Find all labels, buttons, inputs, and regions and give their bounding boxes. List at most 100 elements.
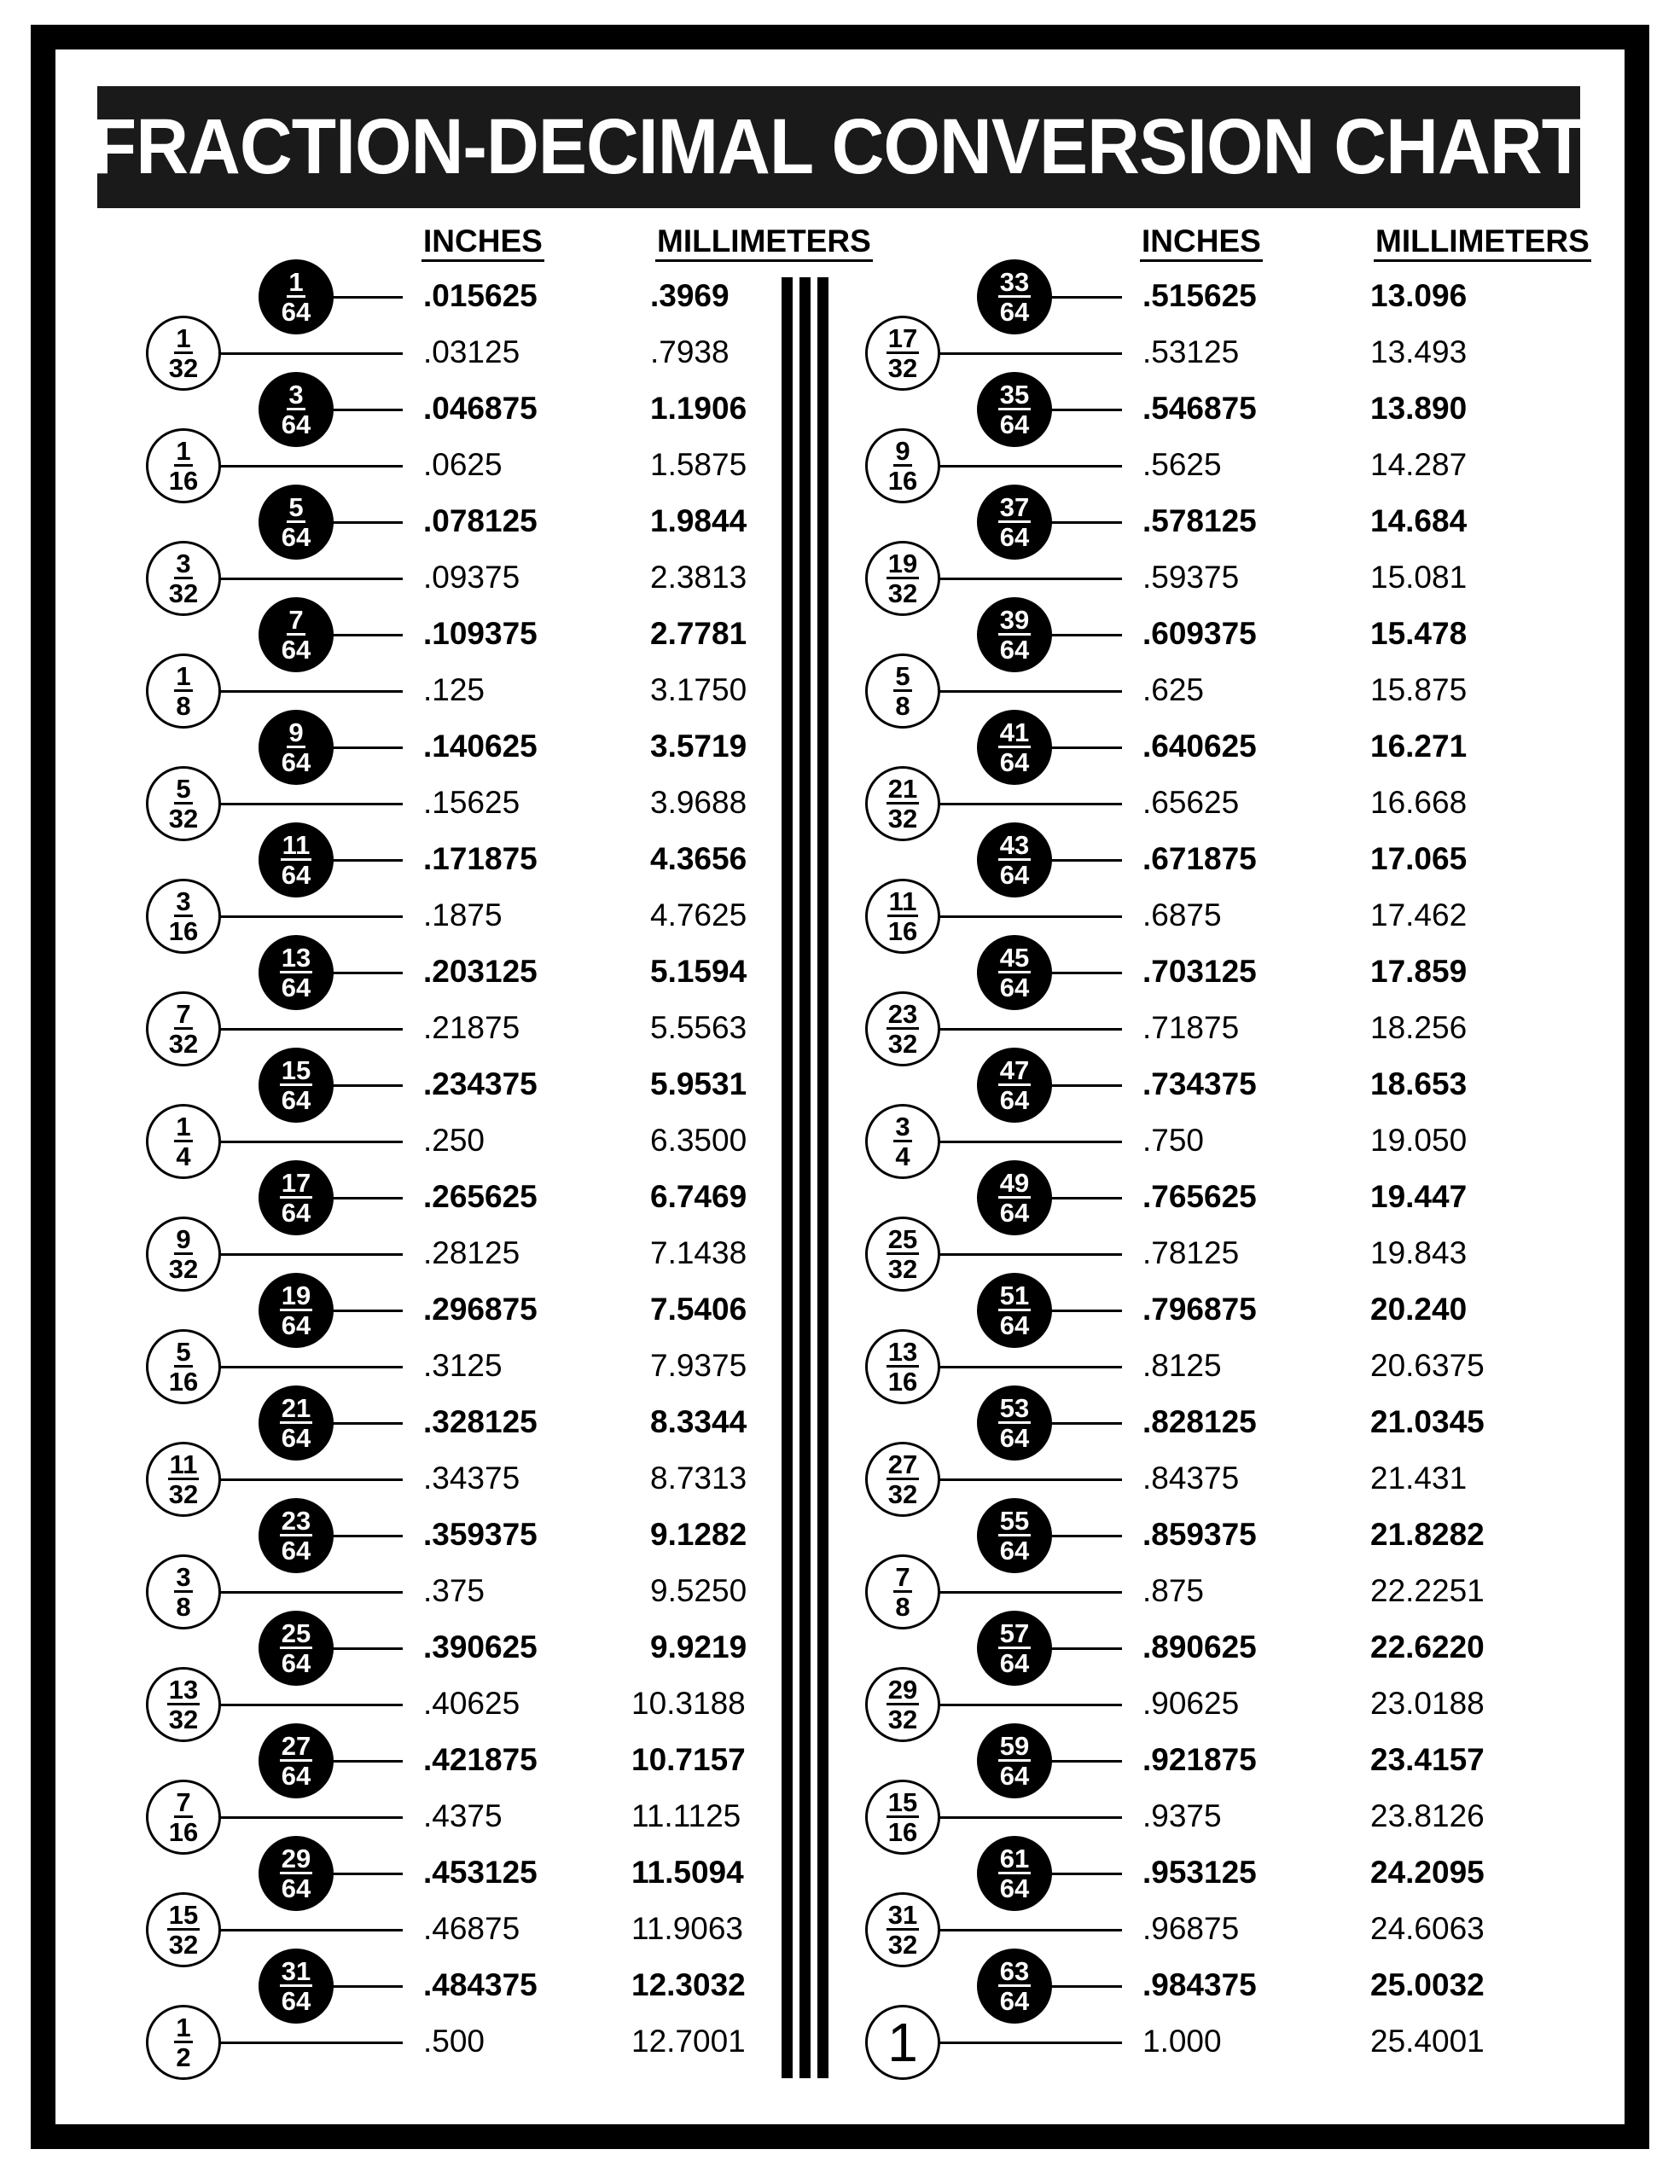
leader-line — [1014, 634, 1122, 636]
inches-value: .140625 — [423, 729, 538, 764]
numerator: 9 — [893, 435, 912, 467]
fraction-badge-filled: 63 64 — [977, 1949, 1052, 2024]
denominator: 64 — [999, 1535, 1030, 1565]
fraction-badge-filled: 19 64 — [259, 1273, 334, 1348]
denominator: 32 — [887, 1704, 918, 1734]
denominator: 64 — [281, 1985, 311, 2016]
inches-value: .921875 — [1142, 1742, 1257, 1777]
denominator: 64 — [281, 1535, 311, 1565]
leader-line — [1014, 746, 1122, 749]
fraction-badge: 31 32 — [865, 1892, 940, 1967]
fraction-badge: 29 32 — [865, 1667, 940, 1742]
fraction-badge: 1 16 — [146, 428, 221, 503]
fraction-badge-filled: 37 64 — [977, 485, 1052, 560]
inches-value: .390625 — [423, 1629, 538, 1664]
denominator: 16 — [168, 1366, 199, 1397]
leader-line — [903, 803, 1122, 805]
leader-line — [1014, 1985, 1122, 1988]
inches-value: .21875 — [423, 1010, 520, 1045]
denominator: 64 — [281, 972, 311, 1002]
numerator: 25 — [279, 1618, 313, 1649]
millimeters-value: 13.493 — [1370, 334, 1468, 369]
fraction-badge-filled: 41 64 — [977, 710, 1052, 785]
inches-value: .859375 — [1142, 1517, 1257, 1552]
denominator: 8 — [176, 690, 191, 721]
millimeters-value: 3.9688 — [650, 785, 747, 820]
millimeters-value: 1.5875 — [650, 447, 747, 482]
leader-line — [1014, 1760, 1122, 1763]
numerator: 7 — [893, 1561, 912, 1593]
millimeters-value: 10.3188 — [631, 1686, 746, 1721]
leader-line — [1014, 1535, 1122, 1537]
denominator: 64 — [281, 521, 311, 552]
denominator: 32 — [887, 1478, 918, 1509]
millimeters-value: 19.050 — [1370, 1123, 1468, 1158]
numerator: 1 — [887, 2012, 918, 2073]
denominator: 32 — [887, 352, 918, 383]
numerator: 1 — [174, 322, 193, 354]
leader-line — [1014, 296, 1122, 299]
millimeters-value: 23.8126 — [1370, 1798, 1485, 1833]
leader-line — [903, 1591, 1122, 1594]
inches-value: .734375 — [1142, 1066, 1257, 1101]
leader-line — [296, 1197, 403, 1199]
millimeters-value: 15.081 — [1370, 560, 1468, 595]
millimeters-value: 6.7469 — [650, 1179, 747, 1214]
denominator: 32 — [168, 1478, 199, 1509]
millimeters-value: 17.859 — [1370, 954, 1468, 989]
leader-line — [903, 465, 1122, 468]
fraction-badge: 15 16 — [865, 1780, 940, 1855]
leader-line — [903, 1704, 1122, 1706]
millimeters-value: .7938 — [650, 334, 730, 369]
inches-value: .875 — [1142, 1573, 1205, 1608]
denominator: 64 — [999, 859, 1030, 890]
fraction-badge: 17 32 — [865, 316, 940, 391]
leader-line — [903, 2042, 1122, 2044]
inches-value: .109375 — [423, 616, 538, 651]
millimeters-value: 5.9531 — [650, 1066, 747, 1101]
leader-line — [296, 1985, 403, 1988]
denominator: 32 — [887, 803, 918, 834]
fraction-badge: 19 32 — [865, 541, 940, 616]
fraction-badge-filled: 9 64 — [259, 710, 334, 785]
numerator: 11 — [280, 829, 312, 861]
inches-value: .250 — [423, 1123, 485, 1158]
leader-line — [296, 1535, 403, 1537]
numerator: 3 — [174, 1561, 193, 1593]
millimeters-value: 3.5719 — [650, 729, 747, 764]
millimeters-value: 20.240 — [1370, 1292, 1468, 1327]
denominator: 64 — [999, 1647, 1030, 1678]
millimeters-value: 21.8282 — [1370, 1517, 1485, 1552]
fraction-badge: 1 32 — [146, 316, 221, 391]
fraction-badge-filled: 39 64 — [977, 597, 1052, 672]
millimeters-value: 19.447 — [1370, 1179, 1468, 1214]
denominator: 64 — [281, 296, 311, 327]
millimeters-value: 2.7781 — [650, 616, 747, 651]
leader-line — [183, 690, 403, 693]
numerator: 23 — [279, 1505, 313, 1536]
leader-line — [903, 1478, 1122, 1481]
denominator: 32 — [168, 578, 199, 608]
numerator: 29 — [886, 1674, 920, 1705]
denominator: 32 — [168, 1929, 199, 1960]
leader-line — [1014, 409, 1122, 411]
denominator: 2 — [176, 2042, 191, 2072]
inches-value: .015625 — [423, 278, 538, 313]
inches-value: .265625 — [423, 1179, 538, 1214]
leader-line — [903, 1028, 1122, 1031]
denominator: 64 — [281, 1197, 311, 1228]
fraction-badge-filled: 21 64 — [259, 1385, 334, 1461]
denominator: 32 — [168, 1028, 199, 1059]
inches-value: .90625 — [1142, 1686, 1240, 1721]
numerator: 45 — [997, 942, 1032, 973]
millimeters-value: 11.9063 — [631, 1911, 743, 1946]
leader-line — [1014, 972, 1122, 974]
numerator: 31 — [279, 1955, 313, 1987]
leader-line — [1014, 859, 1122, 862]
denominator: 32 — [887, 1929, 918, 1960]
numerator: 5 — [174, 1336, 193, 1368]
fraction-badge-filled: 31 64 — [259, 1949, 334, 2024]
millimeters-value: 25.0032 — [1370, 1967, 1485, 2002]
fraction-badge: 7 32 — [146, 991, 221, 1066]
